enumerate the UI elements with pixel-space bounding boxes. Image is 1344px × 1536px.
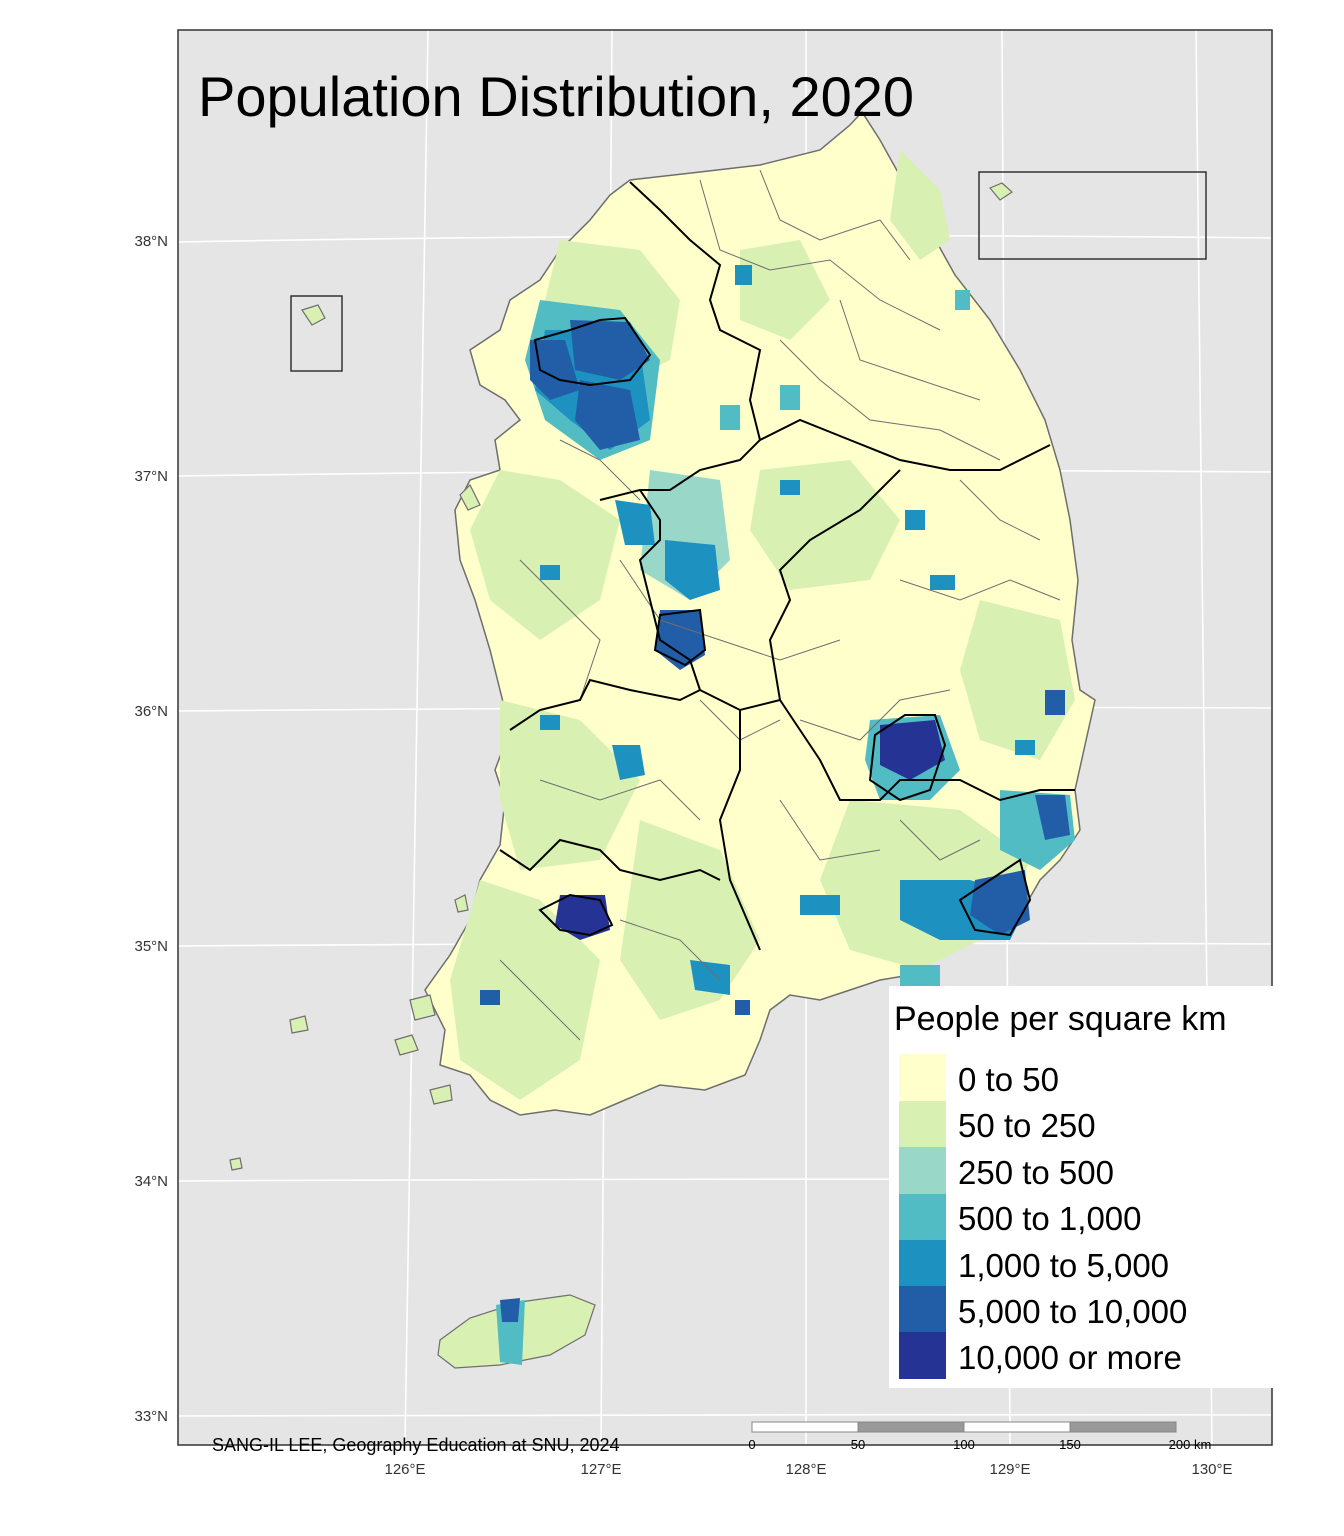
- lat-label: 35°N: [134, 938, 168, 955]
- panel-border: [177, 29, 1273, 1446]
- lat-label: 34°N: [134, 1173, 168, 1190]
- legend-label: 1,000 to 5,000: [958, 1247, 1169, 1284]
- lat-label: 37°N: [134, 468, 168, 485]
- legend-title: People per square km: [894, 1000, 1227, 1038]
- islands: [229, 182, 1013, 1369]
- jeju-city-core: [500, 1298, 520, 1322]
- legend-swatch: [899, 1054, 946, 1101]
- lon-label: 129°E: [989, 1461, 1030, 1478]
- scale-tick: 0: [748, 1437, 755, 1452]
- lon-label: 130°E: [1191, 1461, 1232, 1478]
- inset-box-east-islands: [978, 171, 1207, 260]
- legend-swatch: [899, 1332, 946, 1379]
- credit-text: SANG-IL LEE, Geography Education at SNU,…: [212, 1435, 620, 1455]
- legend-swatch: [899, 1194, 946, 1241]
- map-title: Population Distribution, 2020: [198, 65, 914, 128]
- lon-label: 126°E: [384, 1461, 425, 1478]
- density-patches: [450, 150, 1075, 1100]
- legend-label: 10,000 or more: [958, 1339, 1182, 1376]
- legend-swatch: [899, 1147, 946, 1194]
- legend-label: 250 to 500: [958, 1154, 1114, 1191]
- lat-label: 36°N: [134, 703, 168, 720]
- lon-label: 128°E: [785, 1461, 826, 1478]
- scale-tick: 200 km: [1169, 1437, 1212, 1452]
- lon-label: 127°E: [580, 1461, 621, 1478]
- lat-label: 38°N: [134, 233, 168, 250]
- scale-tick: 100: [953, 1437, 975, 1452]
- legend-swatch: [899, 1286, 946, 1333]
- scale-tick: 150: [1059, 1437, 1081, 1452]
- province-borders: [499, 181, 1075, 951]
- inset-box-west-islands: [290, 295, 343, 372]
- legend-label: 5,000 to 10,000: [958, 1293, 1187, 1330]
- lat-label: 33°N: [134, 1408, 168, 1425]
- legend-background: [889, 986, 1281, 1388]
- scale-tick: 50: [851, 1437, 865, 1452]
- district-borders: [499, 169, 1061, 1041]
- legend-swatch: [899, 1240, 946, 1287]
- legend-label: 0 to 50: [958, 1061, 1059, 1098]
- scale-bar: [751, 1421, 1177, 1433]
- legend: People per square km 0 to 50 50 to 250 2…: [889, 986, 1281, 1388]
- legend-swatch: [899, 1101, 946, 1148]
- legend-label: 500 to 1,000: [958, 1200, 1142, 1237]
- legend-label: 50 to 250: [958, 1107, 1096, 1144]
